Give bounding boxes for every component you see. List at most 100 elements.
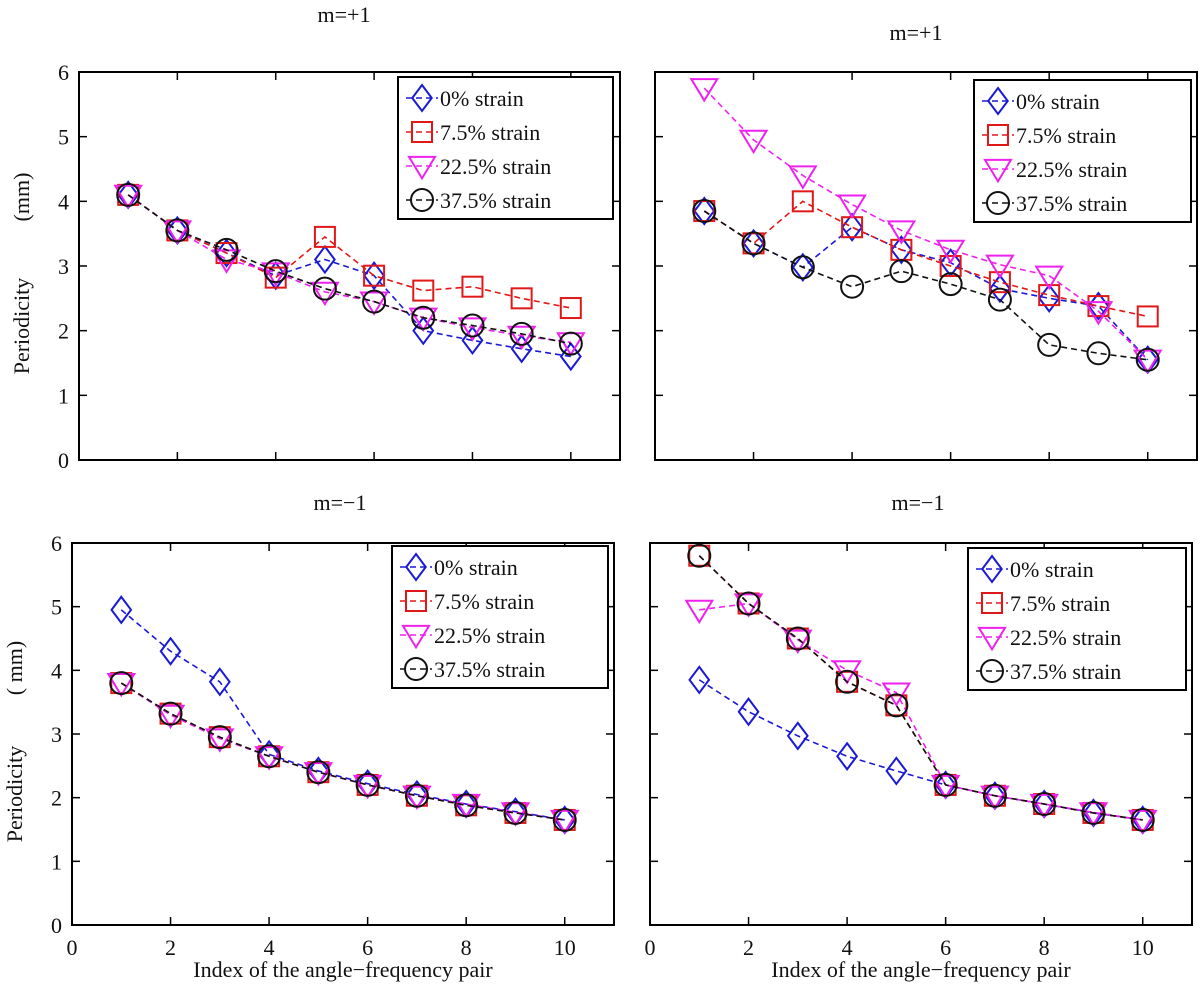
y-axis-label: Periodicity bbox=[2, 746, 27, 843]
data-point bbox=[263, 259, 288, 284]
data-point bbox=[885, 756, 908, 786]
x-tick-label: 2 bbox=[743, 935, 754, 960]
data-point bbox=[552, 807, 577, 832]
data-point bbox=[837, 194, 867, 219]
x-tick-label: 6 bbox=[940, 935, 951, 960]
data-point bbox=[549, 809, 580, 835]
data-point bbox=[411, 305, 436, 330]
data-point bbox=[510, 334, 533, 364]
legend-label: 22.5% strain bbox=[434, 623, 545, 648]
y-tick-label: 6 bbox=[58, 60, 69, 85]
legend: 0% strain 7.5% strain 22.5% strain 37.5% st… bbox=[967, 547, 1187, 691]
series-line bbox=[120, 609, 565, 821]
data-point bbox=[158, 701, 183, 726]
series-line bbox=[703, 87, 1149, 361]
legend-box bbox=[973, 79, 1192, 223]
panel-1: 0 1 2 3 4 5 6 m=+1 Periodicity (mm) 0% strain 7.5% … bbox=[9, 2, 621, 473]
legend-label: 7.5% strain bbox=[1016, 123, 1116, 148]
panel-2: m=+1 0% strain 7.5% strain 22.5% strain 37.5… bbox=[654, 20, 1198, 461]
legend-label: 0% strain bbox=[1016, 89, 1100, 114]
y-tick-label: 4 bbox=[58, 189, 69, 214]
data-point bbox=[165, 218, 190, 243]
data-point bbox=[835, 669, 860, 694]
data-point bbox=[841, 216, 864, 239]
data-point bbox=[457, 317, 488, 342]
data-point bbox=[791, 190, 814, 213]
legend-label: 22.5% strain bbox=[1016, 157, 1127, 182]
series-line bbox=[699, 602, 1143, 821]
data-point bbox=[159, 636, 182, 666]
legend: 0% strain 7.5% strain 22.5% strain 37.5% st… bbox=[391, 545, 609, 689]
legend-label: 0% strain bbox=[440, 86, 524, 111]
series-37-5-strain bbox=[116, 182, 583, 356]
x-tick-label: 4 bbox=[842, 935, 853, 960]
data-point bbox=[503, 800, 528, 825]
data-point bbox=[1037, 332, 1062, 357]
data-point bbox=[355, 772, 380, 797]
data-point bbox=[1130, 807, 1155, 832]
data-point bbox=[1086, 341, 1111, 366]
legend-marker bbox=[983, 158, 1013, 184]
data-point bbox=[116, 182, 141, 207]
data-point bbox=[687, 543, 712, 568]
data-point bbox=[1078, 802, 1109, 827]
data-point bbox=[935, 239, 966, 265]
x-tick-label: 0 bbox=[645, 935, 656, 960]
data-point bbox=[310, 281, 340, 307]
legend-label: 22.5% strain bbox=[1010, 625, 1121, 650]
x-tick-label: 8 bbox=[461, 935, 472, 960]
legend-marker bbox=[977, 626, 1007, 652]
data-point bbox=[791, 252, 814, 282]
data-point bbox=[733, 593, 764, 618]
data-point bbox=[1032, 792, 1057, 817]
series-37-5-strain bbox=[692, 199, 1160, 372]
data-point bbox=[461, 275, 484, 298]
data-point bbox=[890, 235, 913, 265]
legend-box bbox=[391, 545, 609, 689]
data-point bbox=[559, 297, 582, 320]
y-tick-label: 4 bbox=[51, 658, 62, 683]
data-point bbox=[692, 199, 717, 224]
data-point bbox=[454, 793, 479, 818]
data-point bbox=[742, 232, 765, 255]
data-point bbox=[886, 220, 917, 245]
series-37-5-strain bbox=[109, 671, 577, 832]
data-point bbox=[684, 599, 715, 625]
data-point bbox=[506, 325, 537, 351]
data-point bbox=[461, 325, 484, 356]
legend-label: 22.5% strain bbox=[440, 154, 551, 179]
data-point bbox=[785, 626, 810, 651]
legend-label: 37.5% strain bbox=[1016, 191, 1127, 216]
data-point bbox=[737, 697, 760, 727]
legend-marker bbox=[407, 155, 437, 181]
x-tick-label: 0 bbox=[67, 935, 78, 960]
data-point bbox=[1135, 347, 1160, 372]
data-point bbox=[313, 225, 336, 248]
legend-label: 37.5% strain bbox=[440, 188, 551, 213]
data-point bbox=[1136, 305, 1159, 328]
data-point bbox=[938, 272, 963, 297]
data-point bbox=[930, 774, 961, 800]
data-point bbox=[404, 783, 429, 808]
series-0-strain bbox=[693, 196, 1159, 375]
data-point bbox=[840, 274, 865, 299]
data-point bbox=[306, 760, 331, 785]
series-line bbox=[120, 682, 565, 821]
data-point bbox=[460, 313, 485, 338]
series-line bbox=[127, 194, 571, 358]
y-tick-label: 0 bbox=[58, 448, 69, 473]
data-point bbox=[693, 196, 716, 226]
y-tick-label: 0 bbox=[51, 913, 62, 938]
y-axis-label: Periodicity bbox=[9, 278, 34, 375]
legend-marker bbox=[981, 592, 1003, 614]
y-tick-label: 2 bbox=[51, 786, 62, 811]
panel-title: m=+1 bbox=[890, 20, 943, 45]
data-point bbox=[313, 244, 336, 275]
data-point bbox=[988, 271, 1011, 294]
data-point bbox=[736, 591, 761, 616]
y-tick-label: 2 bbox=[58, 319, 69, 344]
data-point bbox=[1038, 284, 1061, 307]
data-point bbox=[110, 595, 133, 625]
data-point bbox=[113, 184, 143, 210]
